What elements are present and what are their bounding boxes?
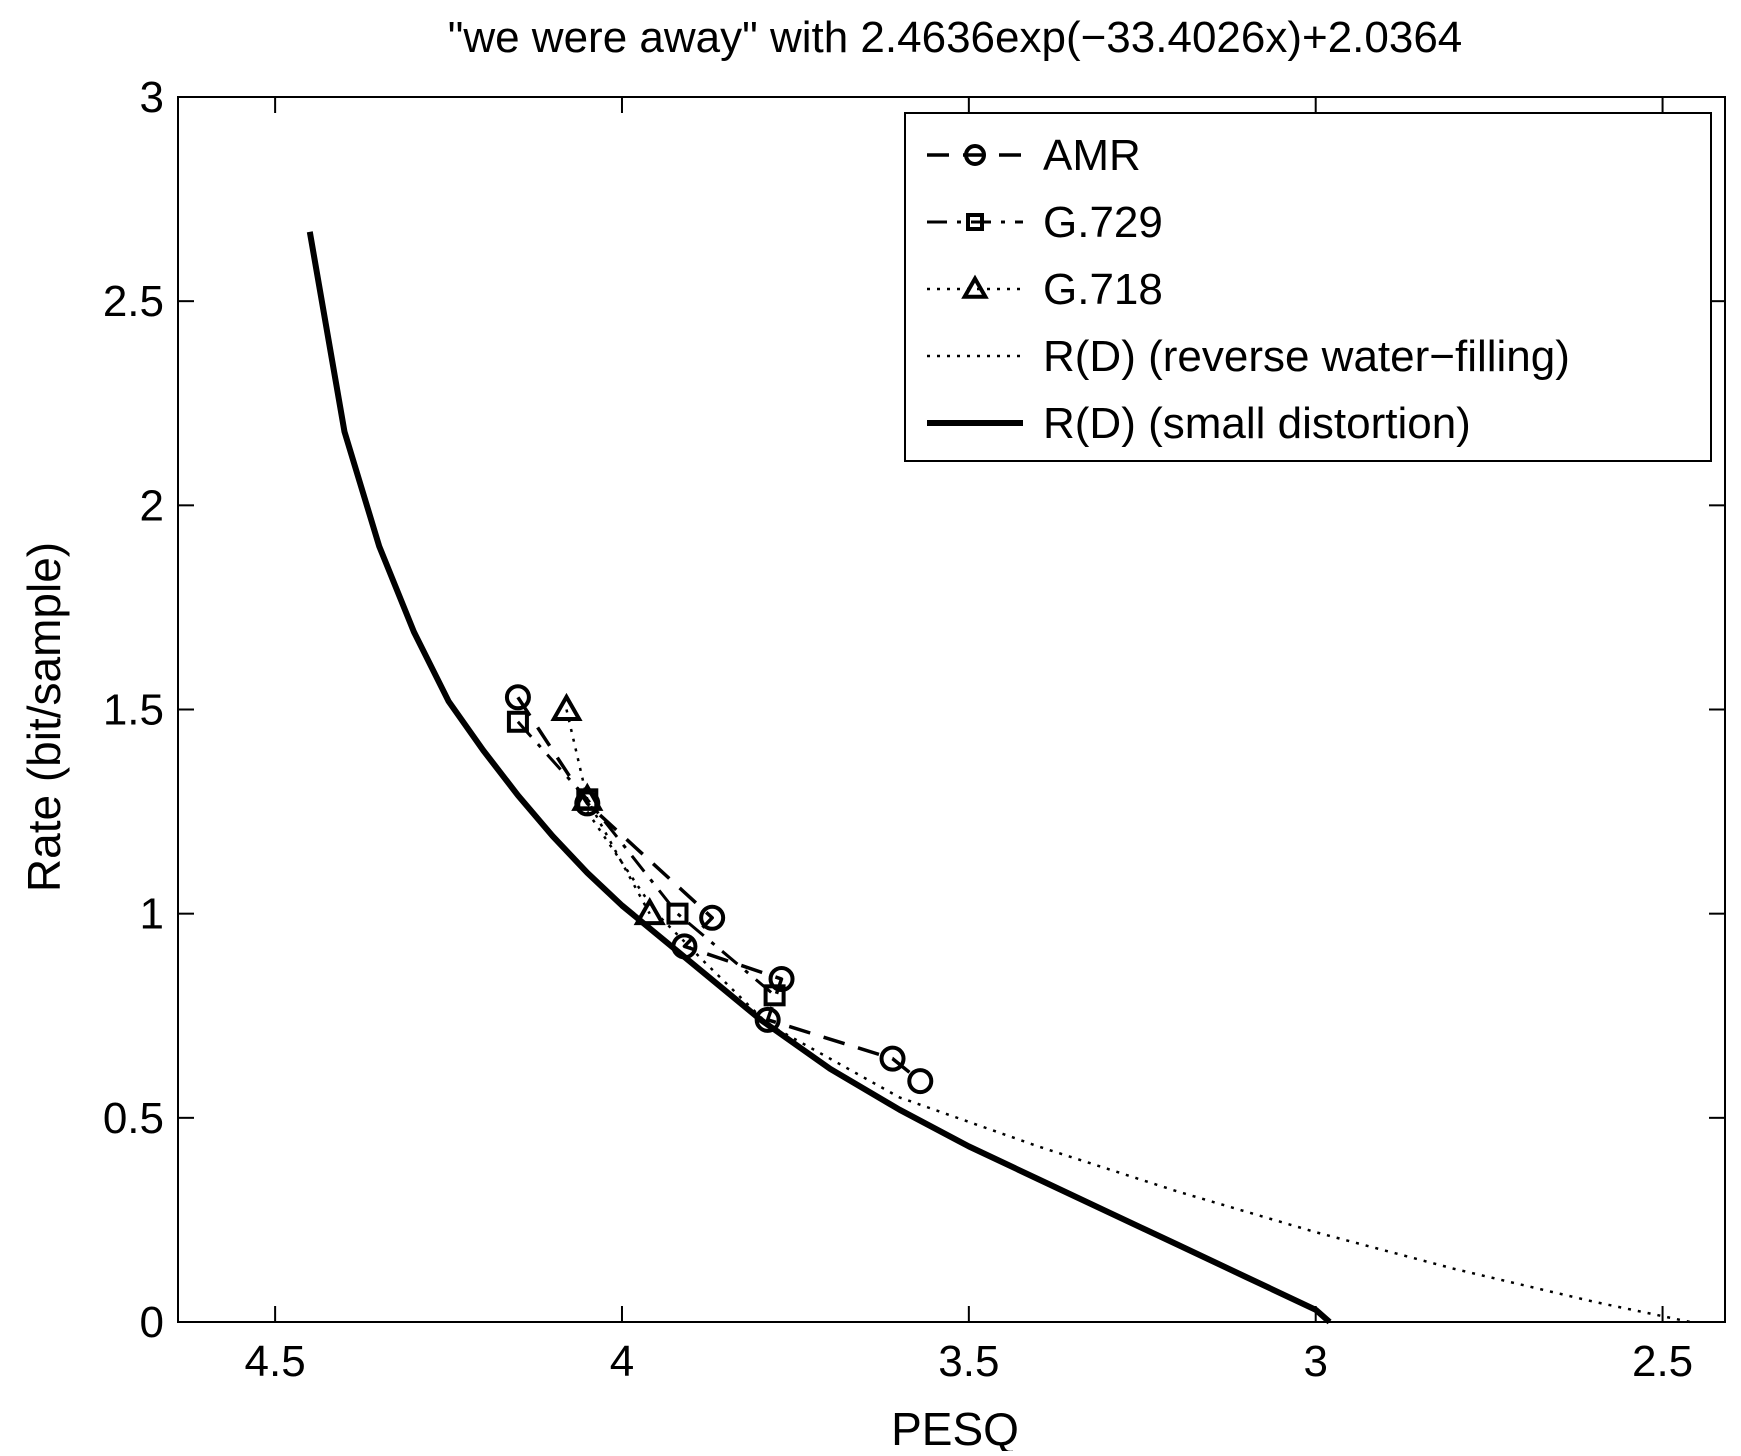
y-tick-label: 1.5 — [103, 686, 164, 735]
data-point-amr — [768, 966, 795, 992]
y-tick-label: 1 — [140, 890, 164, 939]
legend-marker-amr — [964, 144, 986, 166]
x-tick-label: 4 — [610, 1337, 634, 1386]
data-point-amr — [879, 1045, 906, 1072]
legend-item-r-d-small-distortion: R(D) (small distortion) — [927, 399, 1471, 448]
y-tick-label: 3 — [140, 73, 164, 122]
legend-label-r-d-small-distortion: R(D) (small distortion) — [1043, 399, 1471, 448]
legend: AMR G.729 G.718 R(D) (reverse water−filling… — [904, 112, 1712, 462]
legend-label-g-718: G.718 — [1043, 265, 1163, 314]
legend-item-r-d-reverse-water-filling: R(D) (reverse water−filling) — [927, 332, 1570, 381]
y-tick-label: 2.5 — [103, 277, 164, 326]
data-point-amr — [504, 684, 531, 711]
legend-marker-g-718 — [961, 274, 989, 299]
y-tick-label: 0 — [140, 1298, 164, 1347]
x-tick-label: 3.5 — [938, 1337, 999, 1386]
chart-title: "we were away" with 2.4636exp(−33.4026x)… — [448, 13, 1463, 62]
data-point-g-718 — [550, 692, 583, 721]
y-tick-label: 0.5 — [103, 1094, 164, 1143]
legend-box — [904, 112, 1712, 462]
data-point-amr — [699, 904, 726, 931]
x-tick-label: 2.5 — [1632, 1337, 1693, 1386]
legend-label-r-d-reverse-water-filling: R(D) (reverse water−filling) — [1043, 332, 1570, 381]
legend-label-amr: AMR — [1043, 131, 1141, 180]
data-point-g-729 — [506, 710, 529, 733]
y-tick-label: 2 — [140, 481, 164, 530]
legend-marker-g-729 — [966, 213, 984, 231]
series-line-amr — [516, 696, 922, 1083]
legend-item-g-718: G.718 — [927, 265, 1163, 314]
y-axis-label: Rate (bit/sample) — [18, 542, 70, 892]
series-line-r-d-small-distortion — [306, 231, 1332, 1325]
legend-item-g-729: G.729 — [927, 198, 1163, 247]
x-tick-label: 4.5 — [245, 1337, 306, 1386]
data-point-amr — [907, 1068, 934, 1095]
series-line-g-718 — [565, 709, 651, 915]
x-tick-label: 3 — [1303, 1337, 1327, 1386]
plot-area: 4.5 4 3.5 3 2.5 0 0.5 1 1.5 2 2.5 3 AMR G.729 G.718 R(D… — [103, 73, 1726, 1386]
legend-item-amr: AMR — [927, 131, 1141, 180]
data-point-g-718 — [571, 782, 604, 811]
data-point-g-729 — [763, 984, 786, 1007]
series-r-d-small-distortion — [306, 231, 1332, 1325]
data-point-g-729 — [666, 902, 689, 925]
series-g-718 — [550, 692, 666, 926]
legend-label-g-729: G.729 — [1043, 198, 1163, 247]
series-line-g-729 — [516, 720, 776, 997]
x-axis-label: PESQ — [891, 1403, 1019, 1451]
